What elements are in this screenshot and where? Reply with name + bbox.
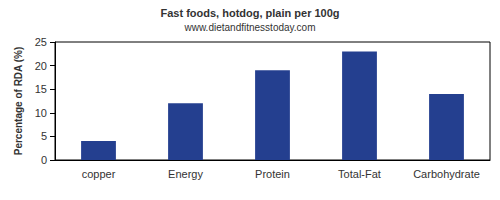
svg-text:Total-Fat: Total-Fat [338,168,381,180]
svg-text:0: 0 [41,154,47,166]
svg-text:10: 10 [35,107,47,119]
svg-text:www.dietandfitnesstoday.com: www.dietandfitnesstoday.com [184,22,316,33]
svg-text:Protein: Protein [255,168,290,180]
svg-text:copper: copper [82,168,116,180]
svg-text:20: 20 [35,60,47,72]
svg-text:Fast foods, hotdog, plain per: Fast foods, hotdog, plain per 100g [160,7,339,19]
svg-text:5: 5 [41,130,47,142]
svg-text:15: 15 [35,83,47,95]
svg-text:25: 25 [35,36,47,48]
svg-text:Carbohydrate: Carbohydrate [413,168,480,180]
svg-text:Percentage of RDA (%): Percentage of RDA (%) [13,47,24,156]
svg-text:Energy: Energy [168,168,203,180]
